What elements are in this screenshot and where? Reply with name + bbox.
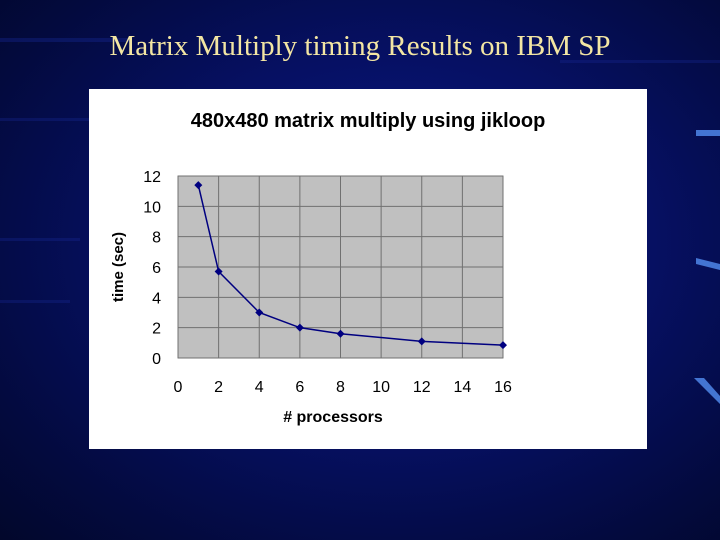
x-tick-label-1: 2 (214, 379, 223, 396)
data-point-5 (417, 337, 426, 346)
data-point-1 (214, 267, 223, 276)
x-tick-labels: 0 2 4 6 8 10 12 14 16 (174, 379, 512, 396)
chart-container: 480x480 matrix multiply using jikloop 0 2… (89, 89, 647, 449)
y-tick-label-6: 12 (143, 169, 161, 186)
data-point-3 (295, 323, 304, 332)
x-tick-label-6: 12 (413, 379, 431, 396)
data-point-0 (194, 181, 203, 190)
data-point-4 (336, 329, 345, 338)
y-tick-label-2: 4 (152, 290, 161, 307)
x-tick-label-3: 6 (295, 379, 304, 396)
y-axis-label: time (sec) (110, 232, 127, 302)
data-point-2 (255, 308, 264, 317)
x-tick-label-8: 16 (494, 379, 512, 396)
x-tick-label-5: 10 (372, 379, 390, 396)
y-tick-label-0: 0 (152, 351, 161, 368)
y-tick-label-4: 8 (152, 230, 161, 247)
data-points (194, 181, 507, 350)
chart-title: 480x480 matrix multiply using jikloop (191, 110, 546, 132)
y-tick-label-3: 6 (152, 260, 161, 277)
x-tick-label-2: 4 (255, 379, 264, 396)
x-tick-label-4: 8 (336, 379, 345, 396)
slide-title: Matrix Multiply timing Results on IBM SP (109, 30, 611, 62)
grid-lines (177, 175, 504, 359)
y-tick-label-5: 10 (143, 199, 161, 216)
data-point-6 (499, 341, 507, 350)
x-tick-label-0: 0 (174, 379, 183, 396)
y-tick-labels: 0 2 4 6 8 10 12 (143, 169, 161, 368)
y-tick-label-1: 2 (152, 321, 161, 338)
x-tick-label-7: 14 (453, 379, 471, 396)
x-axis-label: # processors (283, 409, 383, 426)
chart-svg: 480x480 matrix multiply using jikloop 0 2… (110, 110, 546, 426)
